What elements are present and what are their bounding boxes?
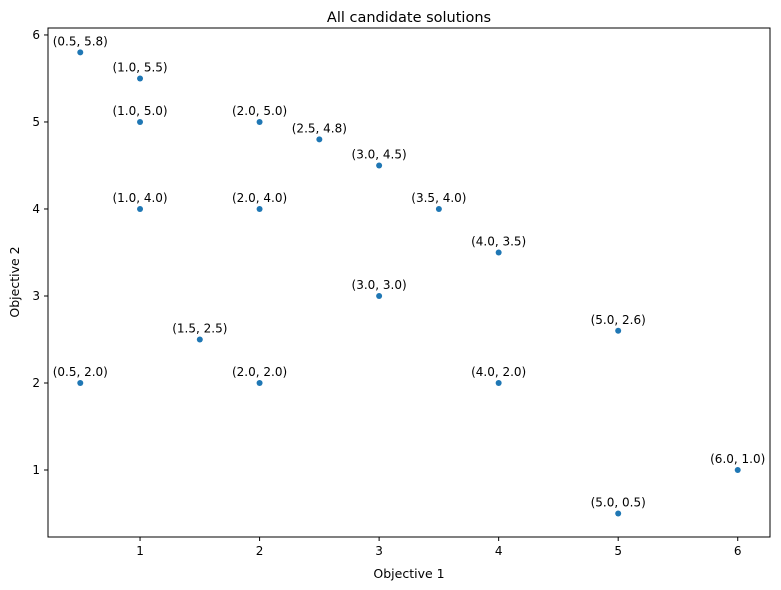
y-tick-label: 6: [32, 28, 40, 42]
data-points: [77, 49, 741, 517]
data-point: [435, 205, 442, 212]
data-point: [615, 510, 622, 517]
data-point: [376, 292, 383, 299]
y-axis-ticks: 1 2 3 4 5 6: [32, 28, 48, 477]
data-label: (6.0, 1.0): [710, 452, 765, 466]
data-point: [196, 336, 203, 343]
data-label: (4.0, 2.0): [471, 365, 526, 379]
data-label: (2.0, 2.0): [232, 365, 287, 379]
data-label: (5.0, 0.5): [591, 496, 646, 510]
data-point: [77, 379, 84, 386]
data-label: (0.5, 2.0): [53, 365, 108, 379]
x-axis-ticks: 1 2 3 4 5 6: [136, 537, 742, 558]
data-label: (1.0, 5.0): [112, 104, 167, 118]
x-tick-label: 3: [375, 544, 383, 558]
y-tick-label: 1: [32, 463, 40, 477]
data-label: (0.5, 5.8): [53, 34, 108, 48]
plot-frame: [47, 27, 771, 538]
data-point: [256, 118, 263, 125]
y-tick-label: 5: [32, 115, 40, 129]
y-tick-label: 2: [32, 376, 40, 390]
data-label: (3.0, 4.5): [352, 147, 407, 161]
x-tick-label: 5: [614, 544, 622, 558]
data-label: (2.0, 4.0): [232, 191, 287, 205]
y-axis-label: Objective 2: [7, 246, 22, 317]
data-point: [495, 379, 502, 386]
x-tick-label: 2: [256, 544, 264, 558]
data-point: [256, 205, 263, 212]
data-label: (3.0, 3.0): [352, 278, 407, 292]
data-label: (5.0, 2.6): [591, 313, 646, 327]
data-point: [137, 118, 144, 125]
data-point: [256, 379, 263, 386]
data-labels: (0.5, 5.8) (1.0, 5.5) (1.0, 5.0) (2.0, 5.0)…: [53, 34, 766, 509]
x-tick-label: 1: [136, 544, 144, 558]
data-label: (1.5, 2.5): [172, 321, 227, 335]
data-label: (3.5, 4.0): [411, 191, 466, 205]
data-label: (2.5, 4.8): [292, 121, 347, 135]
data-point: [137, 75, 144, 82]
data-point: [77, 49, 84, 56]
data-label: (2.0, 5.0): [232, 104, 287, 118]
data-label: (4.0, 3.5): [471, 234, 526, 248]
x-tick-label: 6: [734, 544, 742, 558]
data-point: [137, 205, 144, 212]
chart-title: All candidate solutions: [327, 10, 491, 26]
data-point: [734, 467, 741, 474]
data-point: [615, 327, 622, 334]
data-label: (1.0, 4.0): [112, 191, 167, 205]
data-point: [316, 136, 323, 143]
data-point: [495, 249, 502, 256]
data-label: (1.0, 5.5): [112, 60, 167, 74]
x-axis-label: Objective 1: [373, 566, 444, 581]
y-tick-label: 4: [32, 202, 40, 216]
x-tick-label: 4: [495, 544, 503, 558]
data-point: [376, 162, 383, 169]
y-tick-label: 3: [32, 289, 40, 303]
